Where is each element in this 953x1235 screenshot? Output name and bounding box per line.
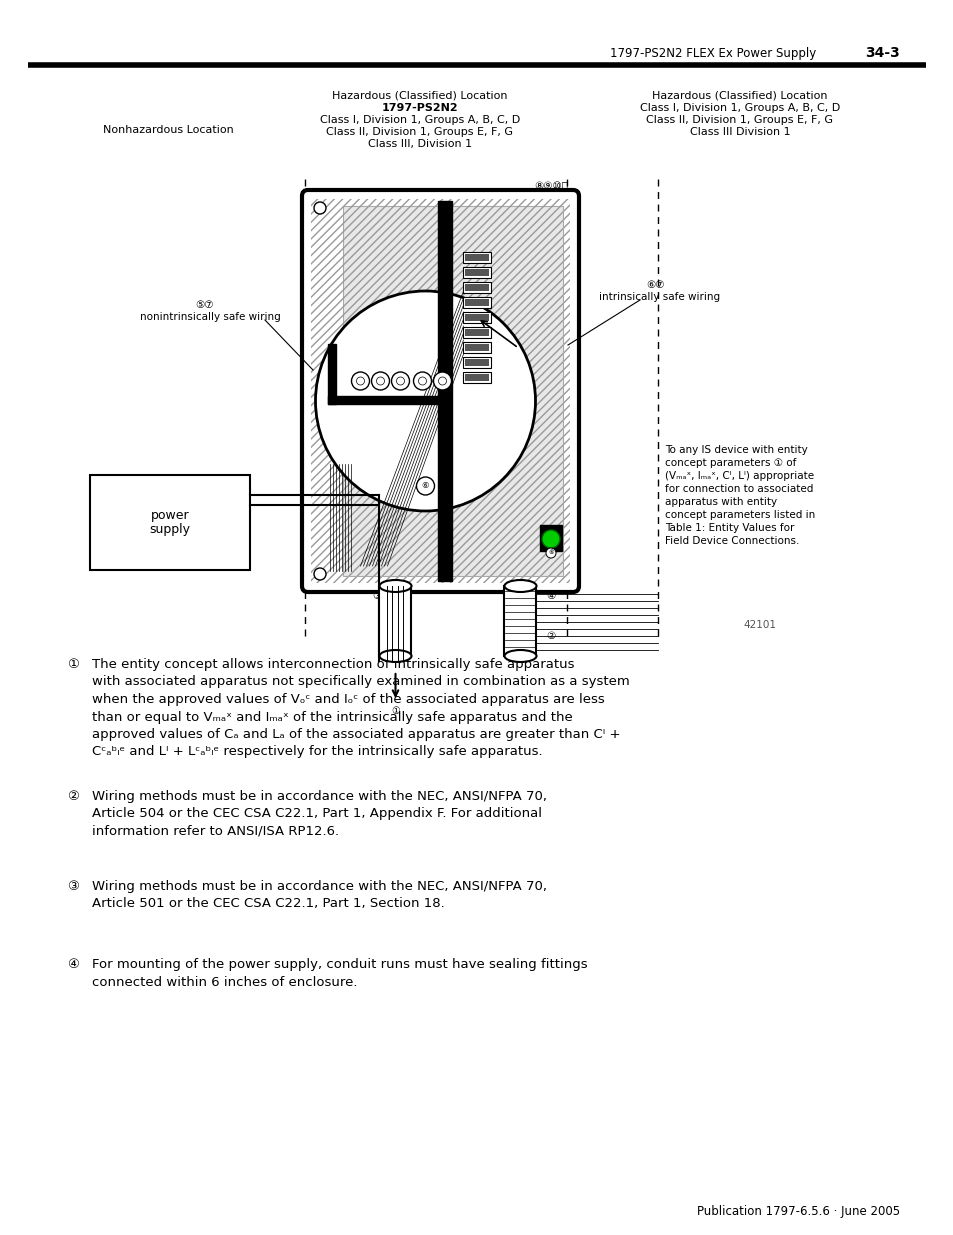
Text: 42101: 42101	[742, 620, 776, 630]
Text: Field Device Connections.: Field Device Connections.	[664, 536, 799, 546]
Text: 34-3: 34-3	[864, 46, 899, 61]
Bar	[343, 206, 562, 576]
Text: ⑥: ⑥	[548, 551, 554, 556]
Circle shape	[433, 372, 451, 390]
Circle shape	[541, 530, 559, 548]
Text: Class II, Division 1, Groups E, F, G: Class II, Division 1, Groups E, F, G	[646, 115, 833, 125]
Text: ⑥: ⑥	[421, 482, 429, 490]
Bar	[465, 359, 489, 366]
Text: ②: ②	[545, 631, 555, 641]
Bar	[379, 585, 411, 656]
Text: nonintrinsically safe wiring: nonintrinsically safe wiring	[139, 312, 280, 322]
Bar	[465, 374, 489, 382]
Bar	[463, 267, 491, 278]
Bar	[465, 314, 489, 321]
Circle shape	[314, 203, 326, 214]
Bar	[328, 396, 447, 404]
Bar	[465, 284, 489, 291]
Text: power
supply: power supply	[150, 509, 191, 536]
Circle shape	[545, 548, 556, 558]
Text: Class I, Division 1, Groups A, B, C, D: Class I, Division 1, Groups A, B, C, D	[639, 103, 840, 112]
Text: concept parameters listed in: concept parameters listed in	[664, 510, 815, 520]
Bar	[465, 329, 489, 336]
Circle shape	[315, 291, 535, 511]
Bar	[539, 525, 561, 551]
Text: Wiring methods must be in accordance with the NEC, ANSI/NFPA 70,
Article 501 or : Wiring methods must be in accordance wit…	[91, 881, 546, 910]
Text: ⑥⑦: ⑥⑦	[646, 280, 664, 290]
Text: Publication 1797-6.5.6 · June 2005: Publication 1797-6.5.6 · June 2005	[696, 1205, 899, 1219]
Ellipse shape	[379, 580, 411, 592]
Bar	[463, 357, 491, 368]
Text: Class III, Division 1: Class III, Division 1	[368, 140, 472, 149]
Text: 1797-PS2N2: 1797-PS2N2	[381, 103, 457, 112]
FancyBboxPatch shape	[302, 190, 578, 592]
Bar	[465, 299, 489, 306]
Text: Nonhazardous Location: Nonhazardous Location	[103, 125, 233, 135]
Text: (Vₘₐˣ, Iₘₐˣ, Cᴵ, Lᴵ) appropriate: (Vₘₐˣ, Iₘₐˣ, Cᴵ, Lᴵ) appropriate	[664, 471, 813, 480]
Text: Hazardous (Classified) Location: Hazardous (Classified) Location	[652, 91, 827, 101]
Text: intrinsically safe wiring: intrinsically safe wiring	[598, 291, 720, 303]
Text: apparatus with entity: apparatus with entity	[664, 496, 777, 508]
Bar	[465, 269, 489, 275]
Text: Class II, Division 1, Groups E, F, G: Class II, Division 1, Groups E, F, G	[326, 127, 513, 137]
Text: The entity concept allows interconnection of intrinsically safe apparatus
with a: The entity concept allows interconnectio…	[91, 658, 629, 758]
Text: ③: ③	[67, 881, 79, 893]
Text: 1797-PS2N2 FLEX Ex Power Supply: 1797-PS2N2 FLEX Ex Power Supply	[609, 47, 816, 59]
Text: ④: ④	[545, 592, 555, 601]
Text: Table 1: Entity Values for: Table 1: Entity Values for	[664, 522, 794, 534]
Text: Wiring methods must be in accordance with the NEC, ANSI/NFPA 70,
Article 504 or : Wiring methods must be in accordance wit…	[91, 790, 546, 839]
Bar	[311, 199, 569, 583]
Bar	[463, 372, 491, 383]
Circle shape	[416, 477, 434, 495]
Text: ④: ④	[67, 958, 79, 971]
Text: concept parameters ① of: concept parameters ① of	[664, 458, 796, 468]
Text: Class III Division 1: Class III Division 1	[689, 127, 789, 137]
Circle shape	[351, 372, 369, 390]
Text: ⑧⑨⑩⑪: ⑧⑨⑩⑪	[534, 182, 567, 191]
Bar	[328, 345, 335, 404]
Bar	[463, 252, 491, 263]
Text: ①: ①	[67, 658, 79, 671]
Text: ②: ②	[67, 790, 79, 803]
Text: ①: ①	[391, 706, 399, 716]
Ellipse shape	[504, 650, 536, 662]
Text: To any IS device with entity: To any IS device with entity	[664, 445, 807, 454]
Text: ⑤⑦: ⑤⑦	[195, 300, 214, 310]
Text: For mounting of the power supply, conduit runs must have sealing fittings
connec: For mounting of the power supply, condui…	[91, 958, 587, 988]
Ellipse shape	[379, 650, 411, 662]
Bar	[463, 342, 491, 353]
Bar	[463, 312, 491, 324]
Bar	[463, 327, 491, 338]
Text: Class I, Division 1, Groups A, B, C, D: Class I, Division 1, Groups A, B, C, D	[319, 115, 519, 125]
Ellipse shape	[504, 580, 536, 592]
Bar	[463, 296, 491, 308]
Bar	[465, 254, 489, 261]
Text: Hazardous (Classified) Location: Hazardous (Classified) Location	[332, 91, 507, 101]
Circle shape	[413, 372, 431, 390]
Circle shape	[314, 568, 326, 580]
Circle shape	[391, 372, 409, 390]
Bar	[504, 585, 536, 656]
Bar	[438, 201, 452, 580]
Bar	[465, 345, 489, 351]
Bar	[90, 475, 250, 571]
Bar	[463, 282, 491, 293]
Bar	[343, 206, 562, 576]
Text: for connection to associated: for connection to associated	[664, 484, 813, 494]
Text: ③  ④: ③ ④	[373, 592, 397, 601]
Circle shape	[371, 372, 389, 390]
